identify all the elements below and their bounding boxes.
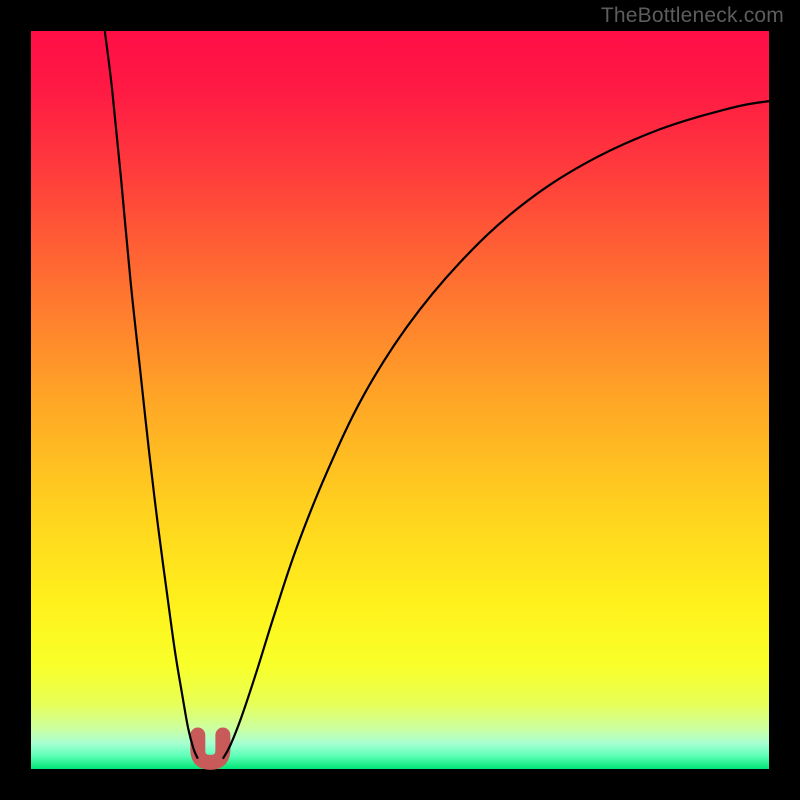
bottleneck-chart-svg: [0, 0, 800, 800]
plot-area: [31, 31, 769, 769]
plot-background: [31, 31, 769, 769]
chart-container: TheBottleneck.com: [0, 0, 800, 800]
